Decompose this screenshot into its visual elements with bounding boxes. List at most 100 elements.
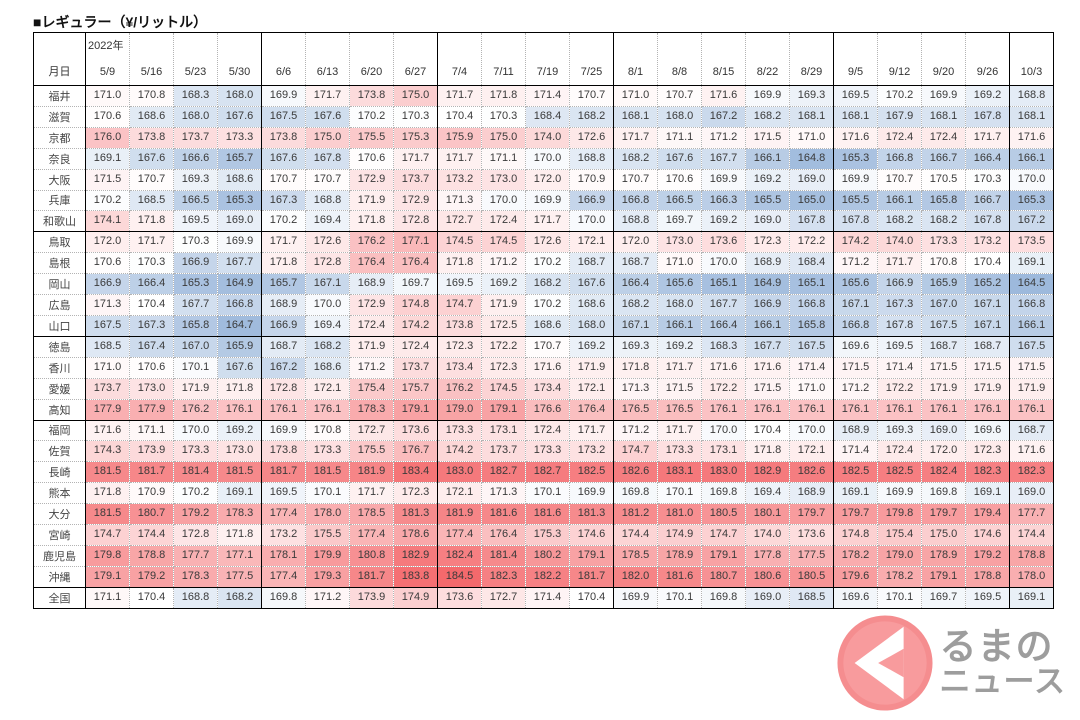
price-cell: 171.9 [349,189,394,212]
price-cell: 177.5 [217,565,262,588]
price-cell: 172.3 [437,335,482,358]
price-cell: 167.8 [789,210,834,233]
price-cell: 179.7 [789,503,834,526]
price-cell: 170.7 [877,168,922,191]
price-cell: 174.8 [833,524,878,546]
price-cell: 165.7 [261,273,306,296]
table-row: 愛媛 173.7 173.0 171.9 171.8 172.8 172.1 175.4 175… [33,377,1054,400]
date-header-8/29: 8/29 [789,32,834,86]
price-cell: 174.0 [745,524,790,546]
price-cell: 173.2 [569,440,614,463]
price-cell: 182.7 [525,461,570,484]
price-cell: 168.1 [789,105,834,128]
price-cell: 170.2 [525,294,570,316]
price-cell: 176.5 [613,398,658,421]
price-cell: 167.1 [305,273,350,296]
price-cell: 171.3 [613,377,658,400]
price-cell: 171.8 [349,210,394,233]
price-cell: 168.7 [261,335,306,358]
price-cell: 169.3 [613,335,658,358]
price-cell: 183.0 [701,461,746,484]
price-cell: 171.7 [393,147,438,170]
price-cell: 171.8 [613,356,658,379]
table-row: 香川 171.0 170.6 170.1 167.6 167.2 168.6 171.2 173… [33,356,1054,379]
price-cell: 170.2 [261,210,306,233]
price-cell: 176.1 [701,398,746,421]
price-cell: 168.8 [613,210,658,233]
price-cell: 172.8 [305,252,350,275]
price-cell: 169.9 [525,189,570,212]
price-cell: 174.6 [965,524,1010,546]
price-cell: 178.6 [393,524,438,546]
price-cell: 164.7 [217,314,262,337]
price-cell: 179.1 [85,565,130,588]
price-cell: 173.7 [393,168,438,191]
price-cell: 171.5 [965,356,1010,379]
price-cell: 171.1 [85,586,130,609]
price-cell: 171.5 [85,168,130,191]
price-cell: 173.8 [437,314,482,337]
table-row: 山口 167.5 167.3 165.8 164.7 166.9 169.4 172.4 174… [33,314,1054,337]
price-cell: 165.3 [1009,189,1054,212]
price-cell: 171.1 [657,126,702,149]
price-cell: 166.5 [173,189,218,212]
price-cell: 171.6 [525,356,570,379]
price-cell: 177.5 [789,544,834,567]
table-row: 兵庫 170.2 168.5 166.5 165.3 167.3 168.8 171.9 172… [33,189,1054,212]
price-cell: 167.5 [261,105,306,128]
price-cell: 171.8 [217,377,262,400]
prefecture-label: 奈良 [33,147,86,170]
date-header-9/26: 9/26 [965,32,1010,86]
price-cell: 171.9 [349,335,394,358]
kuruma-ku-icon [837,615,933,711]
price-cell: 168.0 [569,314,614,337]
price-cell: 180.1 [745,503,790,526]
price-cell: 169.3 [173,168,218,191]
price-cell: 169.5 [173,210,218,233]
price-cell: 171.0 [657,252,702,275]
price-cell: 181.9 [437,503,482,526]
price-cell: 170.0 [305,294,350,316]
price-cell: 171.5 [833,356,878,379]
price-cell: 169.4 [305,210,350,233]
price-cell: 182.4 [921,461,966,484]
price-cell: 166.8 [877,147,922,170]
price-cell: 172.7 [349,419,394,442]
price-cell: 181.0 [657,503,702,526]
price-cell: 173.0 [129,377,174,400]
price-cell: 171.0 [789,126,834,149]
price-cell: 174.2 [393,314,438,337]
price-cell: 178.9 [657,544,702,567]
price-cell: 167.6 [217,105,262,128]
price-cell: 172.1 [569,231,614,254]
price-cell: 166.1 [745,314,790,337]
price-cell: 170.7 [129,168,174,191]
price-cell: 170.4 [569,586,614,609]
price-cell: 177.4 [349,524,394,546]
price-cell: 178.8 [965,565,1010,588]
price-cell: 168.7 [1009,419,1054,442]
price-cell: 167.5 [1009,335,1054,358]
price-cell: 178.0 [305,503,350,526]
price-cell: 175.7 [393,377,438,400]
price-cell: 167.2 [701,105,746,128]
price-cell: 166.8 [217,294,262,316]
price-cell: 170.0 [701,252,746,275]
price-cell: 171.6 [1009,440,1054,463]
price-cell: 169.8 [613,482,658,505]
price-cell: 175.4 [349,377,394,400]
price-cell: 171.3 [481,482,526,505]
price-cell: 172.4 [349,314,394,337]
price-cell: 170.8 [129,85,174,107]
price-cell: 167.6 [569,273,614,296]
price-cell: 166.8 [1009,294,1054,316]
price-cell: 172.3 [393,482,438,505]
price-cell: 170.7 [613,168,658,191]
prefecture-label: 全国 [33,586,86,609]
price-cell: 168.3 [173,85,218,107]
price-cell: 168.2 [877,210,922,233]
price-cell: 169.1 [1009,252,1054,275]
table-row: 和歌山 174.1 171.8 169.5 169.0 170.2 169.4 171.8 17… [33,210,1054,233]
price-cell: 174.4 [129,524,174,546]
price-cell: 168.6 [305,356,350,379]
